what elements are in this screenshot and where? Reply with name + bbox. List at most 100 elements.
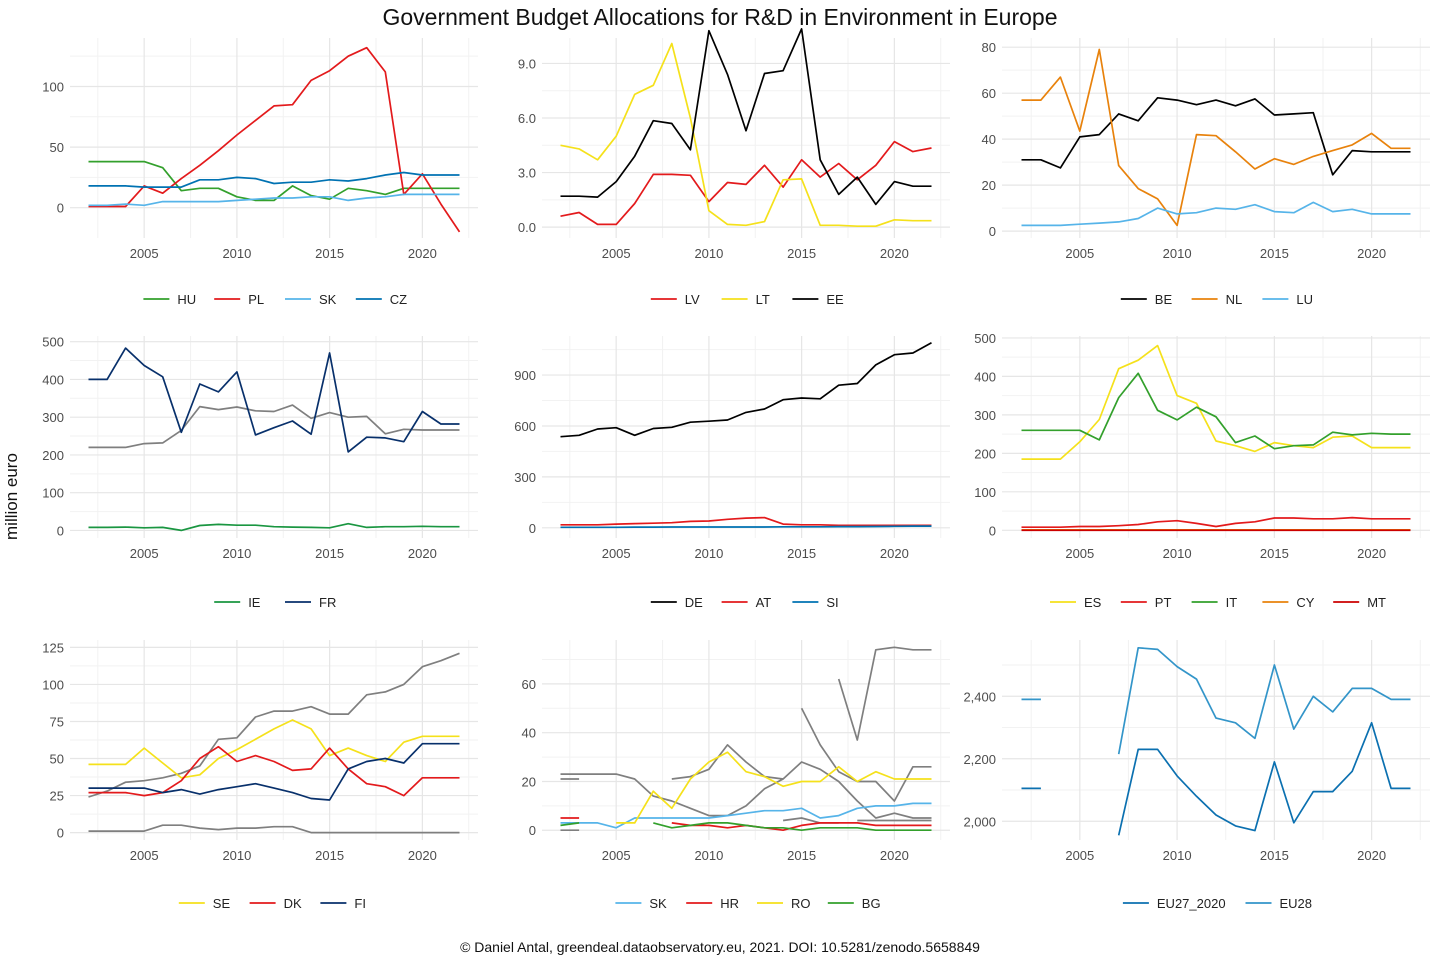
y-tick-label: 100 [974, 485, 996, 500]
y-tick-label: 600 [514, 419, 536, 434]
x-tick-label: 2010 [1163, 848, 1192, 863]
series-line-it [1021, 372, 1411, 450]
legend-label-fr: FR [319, 595, 336, 610]
legend-label-es: ES [1084, 595, 1102, 610]
x-tick-label: 2020 [880, 246, 909, 261]
legend: EU27_2020 EU28 [1122, 896, 1313, 911]
y-tick-label: 400 [42, 372, 64, 387]
y-tick-label: 40 [522, 726, 536, 741]
y-tick-label: 0 [57, 523, 64, 538]
legend-label-sk: SK [319, 292, 337, 307]
x-tick-label: 2005 [602, 848, 631, 863]
x-tick-label: 2010 [1163, 546, 1192, 561]
chart-panel-9: 2005 2010 2015 2020 2,000 2,200 2,400 EU27_2020… [963, 640, 1430, 911]
x-tick-label: 2015 [1260, 546, 1289, 561]
y-tick-label: 125 [42, 640, 64, 655]
y-tick-label: 2,000 [963, 814, 996, 829]
series-line-eu28 [1117, 646, 1411, 755]
y-tick-label: 6.0 [518, 111, 536, 126]
legend-label-eu28: EU28 [1280, 896, 1313, 911]
x-tick-label: 2015 [315, 848, 344, 863]
x-tick-label: 2005 [1065, 246, 1094, 261]
series-line-fi [88, 742, 460, 801]
x-tick-label: 2005 [1065, 848, 1094, 863]
series-line-pt [1021, 516, 1411, 529]
series-line-ro [616, 751, 932, 824]
x-tick-label: 2020 [408, 546, 437, 561]
x-tick-label: 2010 [222, 546, 251, 561]
series-line-hr [671, 822, 932, 832]
x-tick-label: 2020 [408, 848, 437, 863]
y-tick-label: 400 [974, 369, 996, 384]
y-tick-label: 200 [42, 448, 64, 463]
x-tick-label: 2005 [130, 546, 159, 561]
y-tick-label: 9.0 [518, 56, 536, 71]
legend-label-cz: CZ [390, 292, 407, 307]
legend-label-at: AT [756, 595, 772, 610]
y-tick-label: 0 [529, 521, 536, 536]
page-title: Government Budget Allocations for R&D in… [382, 4, 1058, 30]
y-tick-label: 500 [974, 331, 996, 346]
series-line-bg [653, 822, 932, 832]
series-line-nl [1021, 48, 1411, 227]
x-tick-label: 2005 [602, 546, 631, 561]
y-tick-label: 0 [989, 224, 996, 239]
series-line-at [560, 516, 932, 527]
legend-label-mt: MT [1367, 595, 1386, 610]
series-line-de [560, 342, 932, 438]
series-line-lt [560, 42, 932, 228]
y-tick-label: 20 [522, 774, 536, 789]
series-line-si [560, 525, 932, 529]
x-tick-label: 2015 [787, 848, 816, 863]
legend-label-ee: EE [826, 292, 844, 307]
x-tick-label: 2010 [694, 848, 723, 863]
series-line-unlabelled [88, 404, 460, 449]
legend-label-lv: LV [685, 292, 700, 307]
y-tick-label: 50 [50, 140, 64, 155]
series-line-cz [88, 171, 460, 188]
x-tick-label: 2005 [602, 246, 631, 261]
x-tick-label: 2015 [315, 546, 344, 561]
series-line-sk [88, 193, 460, 207]
legend-label-pt: PT [1155, 595, 1172, 610]
series-line-se [88, 719, 460, 779]
series-line-unlabelled [88, 652, 460, 798]
legend-label-pl: PL [248, 292, 264, 307]
y-tick-label: 300 [974, 408, 996, 423]
legend-label-hr: HR [720, 896, 739, 911]
series-line-dk [88, 745, 460, 797]
series-line-eu27-2020 [1117, 721, 1411, 836]
y-tick-label: 200 [974, 446, 996, 461]
series-line-unlabelled [560, 761, 932, 819]
chart-panel-4: 2005 2010 2015 2020 0 100 200 300 400 500 IE FR [42, 335, 478, 610]
x-tick-label: 2020 [408, 246, 437, 261]
legend-label-ie: IE [248, 595, 261, 610]
x-tick-label: 2015 [787, 546, 816, 561]
legend: IE FR [214, 595, 336, 610]
legend: DE AT SI [650, 595, 839, 610]
series-line-ie [88, 522, 460, 532]
y-tick-label: 500 [42, 335, 64, 350]
legend-label-eu27-2020: EU27_2020 [1157, 896, 1226, 911]
legend: SE DK FI [178, 896, 366, 911]
y-tick-label: 300 [514, 470, 536, 485]
y-tick-label: 0.0 [518, 220, 536, 235]
series-line-ee [560, 28, 932, 206]
x-tick-label: 2015 [1260, 848, 1289, 863]
x-tick-label: 2010 [694, 246, 723, 261]
chart-panel-7: 2005 2010 2015 2020 0 25 50 75 100 125 SE DK FI [42, 640, 478, 911]
y-tick-label: 900 [514, 368, 536, 383]
legend-label-ro: RO [791, 896, 811, 911]
x-tick-label: 2005 [1065, 546, 1094, 561]
legend-label-sk: SK [649, 896, 667, 911]
caption: © Daniel Antal, greendeal.dataobservator… [460, 939, 980, 955]
legend-label-se: SE [213, 896, 231, 911]
legend-label-it: IT [1226, 595, 1238, 610]
x-tick-label: 2020 [1357, 246, 1386, 261]
x-tick-label: 2020 [880, 546, 909, 561]
series-line-unlabelled [800, 707, 932, 802]
series-line-lu [1021, 201, 1411, 227]
x-tick-label: 2020 [1357, 546, 1386, 561]
x-tick-label: 2005 [130, 246, 159, 261]
